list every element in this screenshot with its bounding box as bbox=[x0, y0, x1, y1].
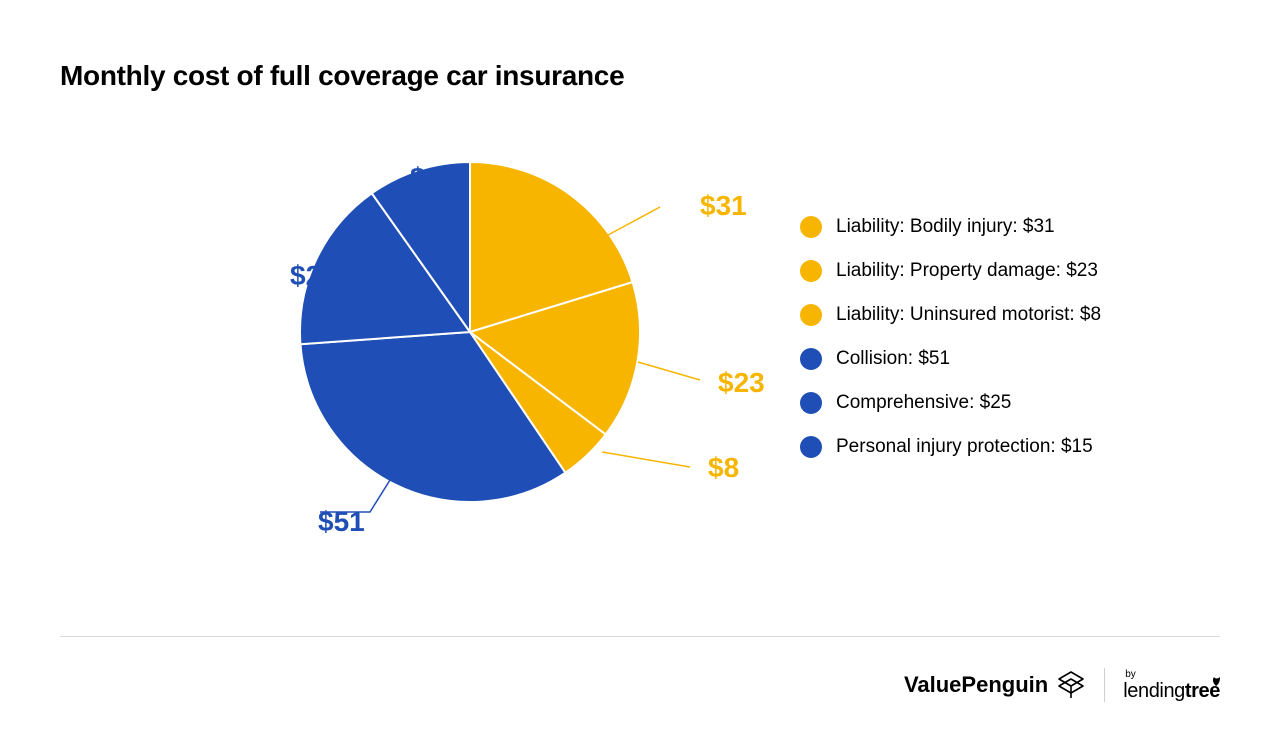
legend-label: Comprehensive: $25 bbox=[836, 392, 1011, 414]
pie-chart: $31$23$8$51$25$15 bbox=[240, 122, 720, 542]
slice-value-label: $15 bbox=[410, 162, 457, 194]
slice-value-label: $25 bbox=[290, 260, 337, 292]
legend-dot bbox=[800, 348, 822, 370]
slice-value-label: $8 bbox=[708, 452, 739, 484]
footer: ValuePenguin by lendingtree bbox=[904, 668, 1220, 702]
legend: Liability: Bodily injury: $31 Liability: … bbox=[800, 206, 1101, 458]
legend-item: Personal injury protection: $15 bbox=[800, 436, 1101, 458]
legend-label: Collision: $51 bbox=[836, 348, 950, 370]
lendingtree-by: by bbox=[1125, 670, 1220, 680]
legend-item: Comprehensive: $25 bbox=[800, 392, 1101, 414]
legend-dot bbox=[800, 436, 822, 458]
chart-title: Monthly cost of full coverage car insura… bbox=[60, 60, 1220, 92]
slice-value-label: $31 bbox=[700, 190, 747, 222]
lendingtree-word: lendingtree bbox=[1123, 681, 1220, 701]
legend-label: Liability: Uninsured motorist: $8 bbox=[836, 304, 1101, 326]
slice-value-label: $51 bbox=[318, 506, 365, 538]
footer-separator bbox=[1104, 668, 1105, 702]
legend-dot bbox=[800, 216, 822, 238]
legend-label: Liability: Property damage: $23 bbox=[836, 260, 1098, 282]
valuepenguin-text: ValuePenguin bbox=[904, 672, 1048, 698]
legend-item: Liability: Uninsured motorist: $8 bbox=[800, 304, 1101, 326]
valuepenguin-logo: ValuePenguin bbox=[904, 670, 1086, 700]
chart-area: $31 $23 $8 $51 $25 $15 Liability: Bodily inju… bbox=[60, 122, 1220, 542]
valuepenguin-icon bbox=[1056, 670, 1086, 700]
legend-dot bbox=[800, 304, 822, 326]
slice-value-label: $23 bbox=[718, 367, 765, 399]
leader-line bbox=[638, 362, 700, 380]
legend-label: Liability: Bodily injury: $31 bbox=[836, 216, 1055, 238]
legend-item: Liability: Bodily injury: $31 bbox=[800, 216, 1101, 238]
lendingtree-word-a: lending bbox=[1123, 680, 1185, 702]
legend-dot bbox=[800, 392, 822, 414]
legend-item: Liability: Property damage: $23 bbox=[800, 260, 1101, 282]
legend-dot bbox=[800, 260, 822, 282]
leaf-icon bbox=[1210, 675, 1222, 687]
lendingtree-logo: by lendingtree bbox=[1123, 670, 1220, 701]
footer-divider bbox=[60, 636, 1220, 637]
pie-svg bbox=[300, 162, 640, 502]
legend-item: Collision: $51 bbox=[800, 348, 1101, 370]
legend-label: Personal injury protection: $15 bbox=[836, 436, 1093, 458]
